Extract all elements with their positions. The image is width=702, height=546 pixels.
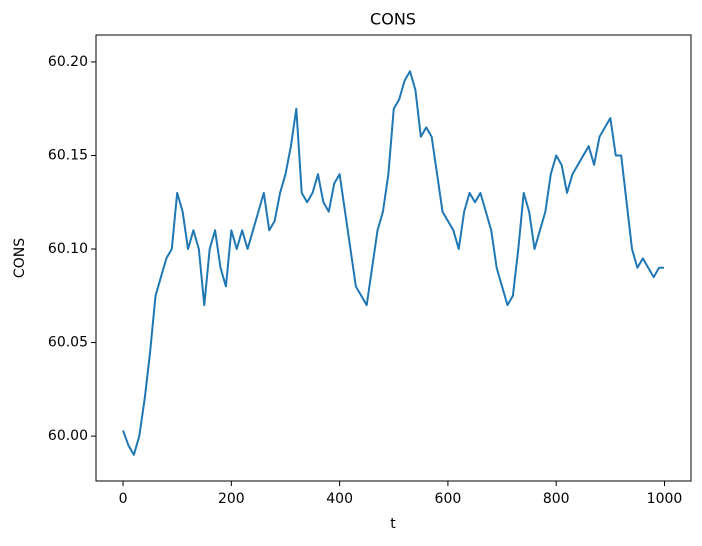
x-axis-label: t	[390, 516, 396, 532]
y-tick-label: 60.10	[48, 241, 88, 257]
x-tick-label: 0	[119, 491, 128, 507]
data-line	[122, 70, 664, 456]
x-tick-label: 800	[543, 491, 570, 507]
x-tick-label: 400	[326, 491, 353, 507]
y-tick-label: 60.20	[48, 54, 88, 70]
axes-frame	[95, 34, 692, 482]
x-tick-label: 1000	[647, 491, 683, 507]
y-tick-label: 60.15	[48, 147, 88, 163]
y-tick-label: 60.00	[48, 428, 88, 444]
x-tick-label: 200	[218, 491, 245, 507]
y-tick-label: 60.05	[48, 335, 88, 351]
x-tick-label: 600	[435, 491, 462, 507]
y-axis-label: CONS	[12, 238, 28, 278]
chart-title: CONS	[370, 10, 416, 29]
